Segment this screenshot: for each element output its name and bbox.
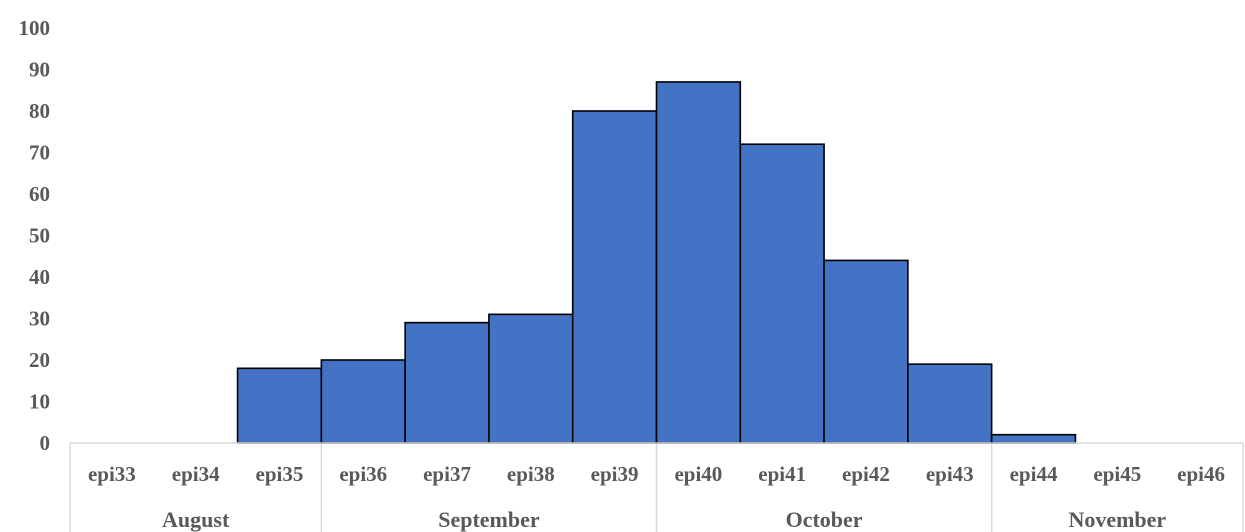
y-tick-label: 60 — [29, 182, 50, 206]
x-tick-label: epi44 — [1010, 462, 1058, 486]
x-tick-label: epi42 — [842, 462, 890, 486]
bars — [236, 81, 1077, 444]
x-tick-label: epi43 — [926, 462, 974, 486]
y-tick-label: 100 — [19, 16, 51, 40]
x-tick-labels: epi33 epi34 epi35 epi36 epi37 epi38 epi39 epi40… — [88, 462, 1225, 486]
category-separators — [69, 443, 1244, 532]
y-tick-labels: 0 10 20 30 40 50 60 70 80 90 100 — [19, 16, 51, 455]
y-tick-label: 80 — [29, 99, 50, 123]
bar-epi36 — [320, 359, 406, 444]
x-tick-label: epi40 — [674, 462, 722, 486]
x-tick-label: epi35 — [256, 462, 304, 486]
x-tick-label: epi46 — [1177, 462, 1225, 486]
bar-epi38 — [488, 313, 574, 444]
y-tick-label: 10 — [29, 390, 50, 414]
bar-epi40 — [655, 81, 742, 444]
month-group-labels: August September October November — [162, 507, 1166, 532]
y-tick-label: 0 — [40, 431, 51, 455]
group-label: November — [1068, 507, 1166, 532]
bar-epi35 — [236, 367, 323, 444]
y-tick-label: 40 — [29, 265, 50, 289]
y-tick-label: 90 — [29, 58, 50, 82]
bar-epi39 — [571, 110, 658, 444]
bar-epi44 — [990, 433, 1077, 444]
x-tick-label: epi45 — [1093, 462, 1141, 486]
x-tick-label: epi38 — [507, 462, 555, 486]
x-tick-label: epi36 — [339, 462, 387, 486]
y-tick-label: 30 — [29, 307, 50, 331]
y-tick-label: 70 — [29, 141, 50, 165]
x-tick-label: epi33 — [88, 462, 136, 486]
x-tick-label: epi41 — [758, 462, 806, 486]
x-tick-label: epi34 — [172, 462, 220, 486]
bar-epi42 — [823, 259, 909, 444]
bar-epi43 — [907, 363, 993, 444]
bar-epi41 — [739, 143, 825, 444]
x-tick-label: epi39 — [591, 462, 639, 486]
y-tick-label: 20 — [29, 348, 50, 372]
x-tick-label: epi37 — [423, 462, 471, 486]
group-label: August — [162, 507, 230, 532]
group-label: October — [786, 507, 863, 532]
y-tick-label: 50 — [29, 224, 50, 248]
group-label: September — [438, 507, 540, 532]
bar-epi37 — [404, 321, 490, 444]
